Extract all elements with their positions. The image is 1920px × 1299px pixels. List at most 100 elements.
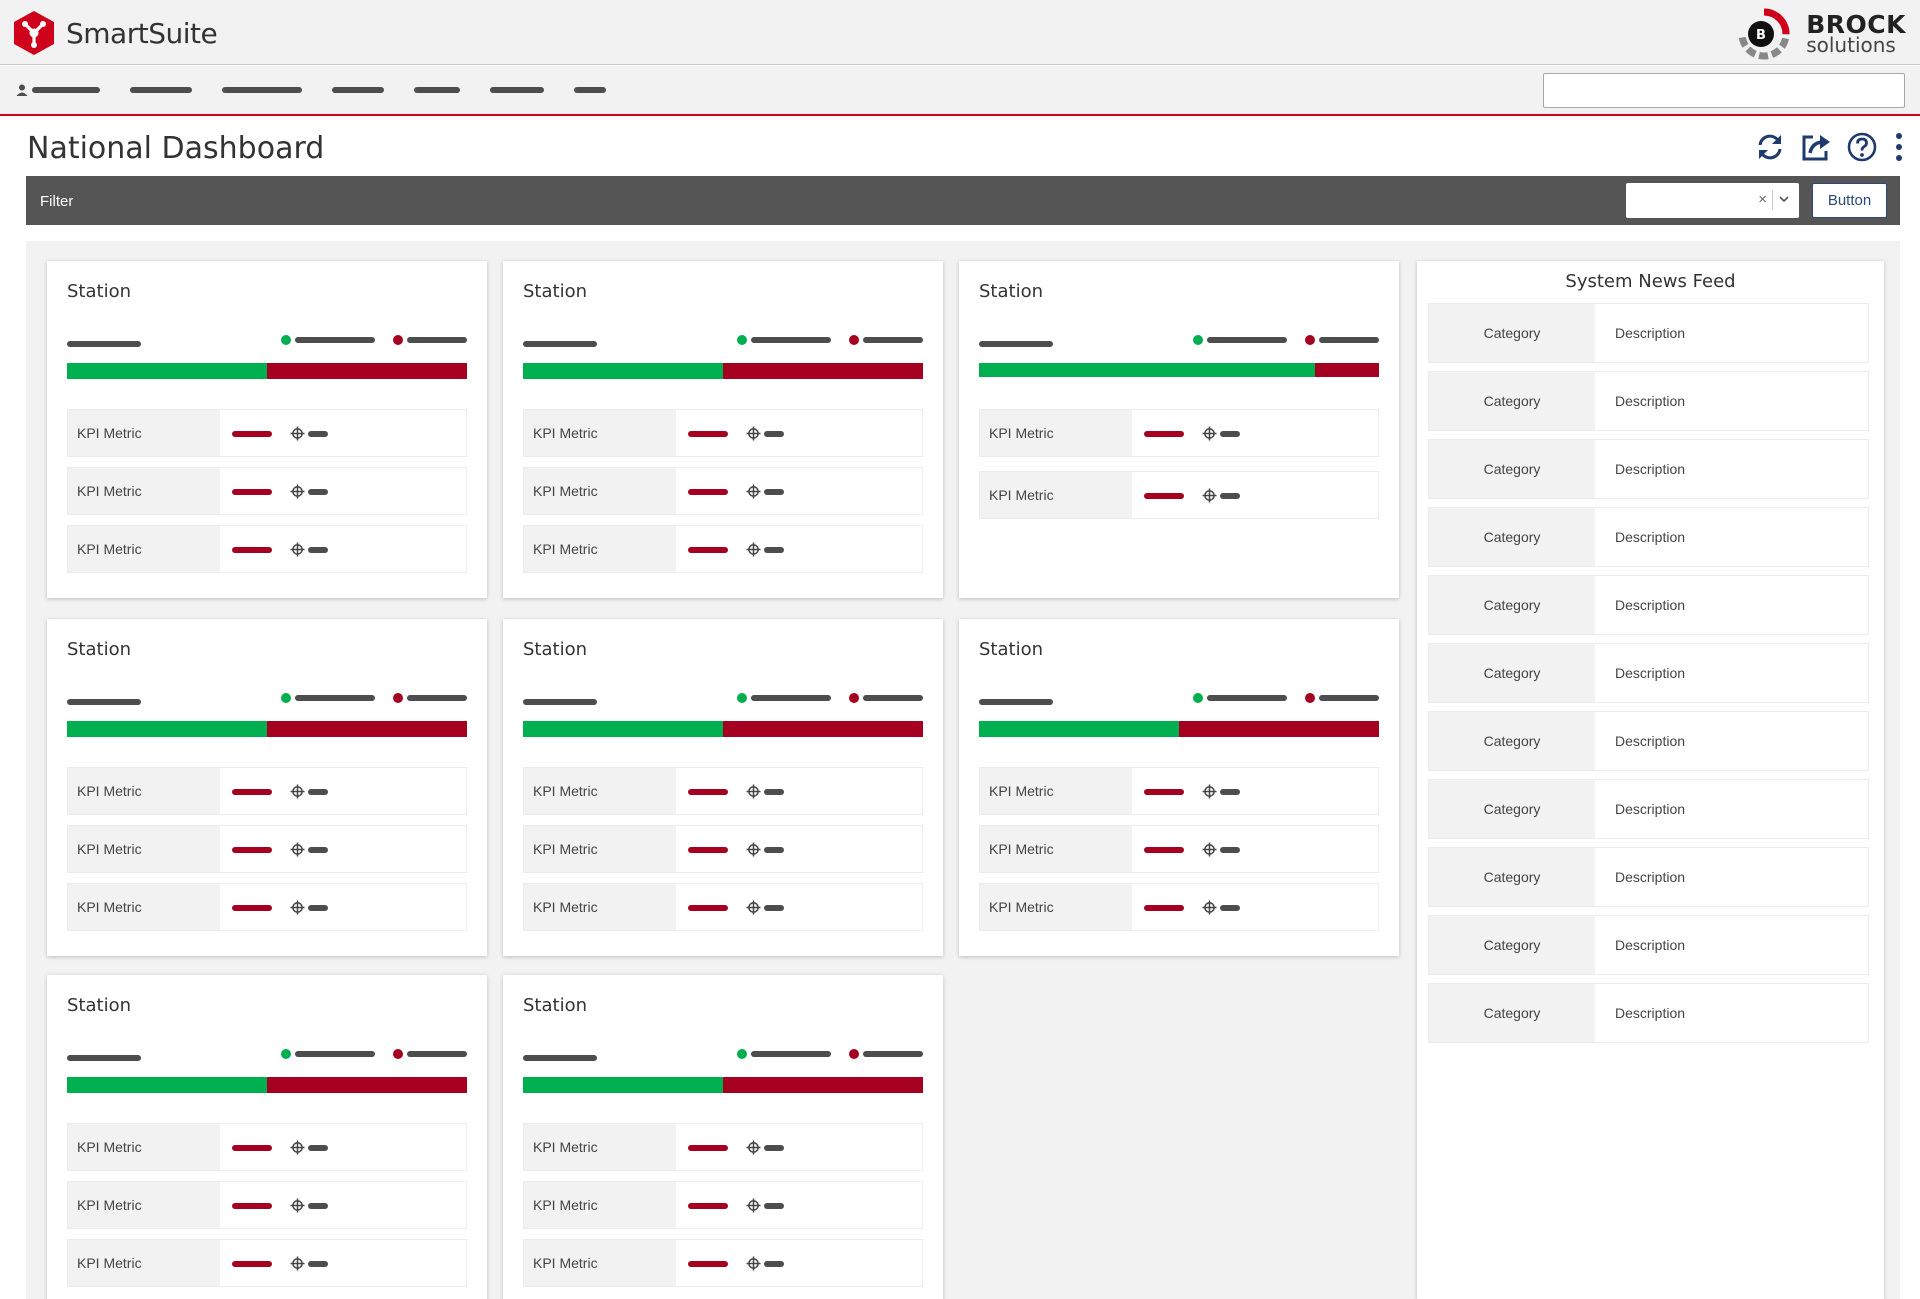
station-card[interactable]: Station KPI Metric KPI Metric KPI Metric [47, 619, 487, 956]
filter-select[interactable]: × [1626, 183, 1799, 218]
target-icon[interactable] [746, 1198, 761, 1213]
target-icon[interactable] [290, 842, 305, 857]
news-feed-panel: System News Feed Category Description Cate… [1417, 261, 1884, 1299]
target-icon[interactable] [290, 784, 305, 799]
kpi-row[interactable]: KPI Metric [523, 767, 923, 815]
kpi-row[interactable]: KPI Metric [523, 1181, 923, 1229]
kpi-row[interactable]: KPI Metric [979, 825, 1379, 873]
target-icon[interactable] [746, 842, 761, 857]
kpi-value-placeholder [232, 789, 272, 795]
ratio-good-segment [67, 363, 267, 379]
nav-item-7[interactable] [574, 87, 606, 93]
ratio-bad-segment [723, 1077, 923, 1093]
target-icon[interactable] [746, 1140, 761, 1155]
target-icon[interactable] [290, 1198, 305, 1213]
target-icon[interactable] [746, 1256, 761, 1271]
app-logo[interactable]: SmartSuite [14, 11, 218, 55]
target-icon[interactable] [746, 900, 761, 915]
target-icon[interactable] [1202, 426, 1217, 441]
chevron-down-icon[interactable] [1778, 193, 1790, 205]
kpi-label: KPI Metric [980, 768, 1132, 814]
target-icon[interactable] [746, 542, 761, 557]
news-category: Category [1429, 440, 1595, 498]
target-icon[interactable] [1202, 488, 1217, 503]
news-item[interactable]: Category Description [1428, 371, 1869, 431]
kpi-target-placeholder [308, 1145, 328, 1151]
more-vertical-icon[interactable] [1892, 131, 1906, 163]
kpi-row[interactable]: KPI Metric [979, 471, 1379, 519]
kpi-target-placeholder [764, 489, 784, 495]
target-icon[interactable] [290, 1140, 305, 1155]
filter-button[interactable]: Button [1812, 183, 1887, 218]
kpi-row[interactable]: KPI Metric [523, 825, 923, 873]
news-item[interactable]: Category Description [1428, 507, 1869, 567]
kpi-value-placeholder [688, 1261, 728, 1267]
nav-item-3[interactable] [222, 87, 302, 93]
help-icon[interactable] [1846, 131, 1878, 163]
kpi-row[interactable]: KPI Metric [523, 883, 923, 931]
target-icon[interactable] [290, 484, 305, 499]
target-icon[interactable] [746, 484, 761, 499]
kpi-row[interactable]: KPI Metric [523, 467, 923, 515]
kpi-row[interactable]: KPI Metric [67, 1239, 467, 1287]
station-card[interactable]: Station KPI Metric KPI Metric KPI Metric [47, 261, 487, 598]
kpi-row[interactable]: KPI Metric [67, 883, 467, 931]
status-ratio-bar [979, 363, 1379, 377]
target-icon[interactable] [1202, 900, 1217, 915]
target-icon[interactable] [746, 426, 761, 441]
kpi-row[interactable]: KPI Metric [979, 409, 1379, 457]
news-item[interactable]: Category Description [1428, 575, 1869, 635]
target-icon[interactable] [290, 426, 305, 441]
nav-item-user[interactable] [32, 87, 100, 93]
kpi-row[interactable]: KPI Metric [979, 883, 1379, 931]
target-icon[interactable] [290, 900, 305, 915]
kpi-row[interactable]: KPI Metric [979, 767, 1379, 815]
nav-item-6[interactable] [490, 87, 544, 93]
news-item[interactable]: Category Description [1428, 643, 1869, 703]
news-item[interactable]: Category Description [1428, 303, 1869, 363]
good-legend-label-placeholder [295, 1051, 375, 1057]
nav-item-2[interactable] [130, 87, 192, 93]
kpi-row[interactable]: KPI Metric [523, 525, 923, 573]
news-item[interactable]: Category Description [1428, 711, 1869, 771]
search-input[interactable] [1543, 73, 1905, 108]
station-card[interactable]: Station KPI Metric KPI Metric KPI Metric [503, 261, 943, 598]
top-header: SmartSuite B BROCK solutions [0, 0, 1920, 65]
kpi-row[interactable]: KPI Metric [523, 1239, 923, 1287]
news-item[interactable]: Category Description [1428, 439, 1869, 499]
news-item[interactable]: Category Description [1428, 915, 1869, 975]
kpi-target-placeholder [308, 789, 328, 795]
kpi-row[interactable]: KPI Metric [67, 1181, 467, 1229]
kpi-row[interactable]: KPI Metric [523, 409, 923, 457]
kpi-row[interactable]: KPI Metric [67, 467, 467, 515]
kpi-row[interactable]: KPI Metric [67, 409, 467, 457]
kpi-row[interactable]: KPI Metric [523, 1123, 923, 1171]
kpi-row[interactable]: KPI Metric [67, 767, 467, 815]
status-ratio-bar [523, 721, 923, 737]
target-icon[interactable] [290, 542, 305, 557]
news-item[interactable]: Category Description [1428, 779, 1869, 839]
nav-item-5[interactable] [414, 87, 460, 93]
refresh-icon[interactable] [1754, 131, 1786, 163]
kpi-label: KPI Metric [980, 410, 1132, 456]
station-card[interactable]: Station KPI Metric KPI Metric KPI Metric [47, 975, 487, 1299]
station-card[interactable]: Station KPI Metric KPI Metric [959, 261, 1399, 598]
news-item[interactable]: Category Description [1428, 983, 1869, 1043]
clear-icon[interactable]: × [1758, 191, 1767, 208]
user-icon[interactable] [16, 84, 28, 96]
target-icon[interactable] [1202, 842, 1217, 857]
kpi-row[interactable]: KPI Metric [67, 1123, 467, 1171]
station-card[interactable]: Station KPI Metric KPI Metric KPI Metric [503, 975, 943, 1299]
target-icon[interactable] [1202, 784, 1217, 799]
news-item[interactable]: Category Description [1428, 847, 1869, 907]
station-card[interactable]: Station KPI Metric KPI Metric KPI Metric [959, 619, 1399, 956]
kpi-row[interactable]: KPI Metric [67, 825, 467, 873]
share-icon[interactable] [1800, 131, 1832, 163]
station-card[interactable]: Station KPI Metric KPI Metric KPI Metric [503, 619, 943, 956]
filter-label: Filter [40, 193, 74, 210]
target-icon[interactable] [290, 1256, 305, 1271]
nav-item-4[interactable] [332, 87, 384, 93]
kpi-row[interactable]: KPI Metric [67, 525, 467, 573]
brand-name: BROCK [1806, 9, 1906, 39]
target-icon[interactable] [746, 784, 761, 799]
